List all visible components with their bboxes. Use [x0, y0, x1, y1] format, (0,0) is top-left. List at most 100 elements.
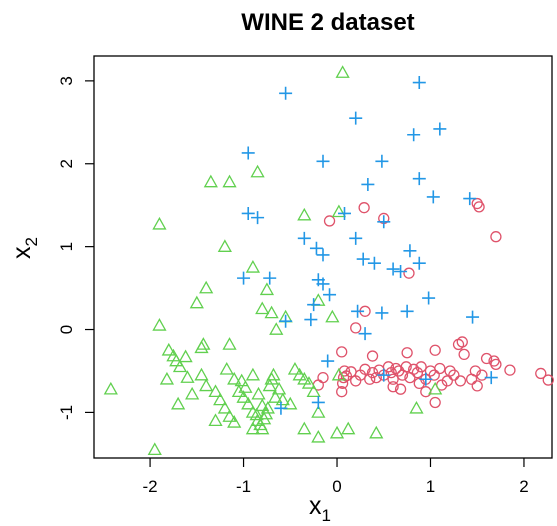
data-point-plus — [419, 372, 433, 386]
data-point-triangle — [260, 400, 275, 414]
data-point-circle — [364, 373, 376, 385]
data-point-triangle — [208, 413, 223, 427]
data-point-triangle — [331, 204, 347, 218]
x-tick-label: 1 — [426, 477, 435, 496]
data-point-plus — [422, 291, 436, 305]
data-point-triangle — [169, 353, 184, 367]
data-point-triangle — [297, 371, 312, 385]
data-point-circle — [441, 375, 453, 387]
data-point-triangle — [196, 337, 211, 350]
data-point-circle — [420, 386, 432, 398]
y-tick-label: -1 — [57, 405, 76, 420]
data-point-plus — [375, 154, 389, 168]
data-point-triangle — [180, 370, 195, 383]
points-layer — [103, 65, 554, 456]
series-triangle — [103, 65, 443, 456]
x-axis: -2 -1 0 1 2 — [143, 458, 529, 496]
data-point-plus — [307, 298, 321, 312]
data-point-circle — [366, 366, 379, 379]
data-point-triangle — [159, 371, 175, 385]
data-point-triangle — [341, 421, 356, 435]
data-point-triangle — [236, 390, 251, 403]
data-point-triangle — [185, 386, 200, 400]
data-point-triangle — [231, 384, 246, 398]
data-point-triangle — [250, 164, 265, 178]
data-point-plus — [274, 401, 288, 415]
y-tick-label: 3 — [57, 76, 76, 85]
data-point-triangle — [325, 309, 340, 323]
data-point-triangle — [259, 282, 275, 296]
y-axis-label-main: x — [8, 246, 36, 259]
data-point-triangle — [311, 429, 326, 443]
data-point-triangle — [287, 361, 303, 375]
data-point-plus — [297, 231, 311, 245]
data-point-triangle — [189, 295, 204, 309]
data-point-plus — [463, 192, 477, 206]
data-point-triangle — [217, 239, 232, 252]
data-point-triangle — [306, 384, 321, 398]
data-point-triangle — [245, 421, 261, 435]
data-point-triangle — [219, 361, 234, 375]
data-point-triangle — [297, 421, 312, 435]
x-tick-label: -1 — [236, 477, 251, 496]
data-point-triangle — [271, 381, 287, 395]
data-point-triangle — [234, 373, 249, 387]
y-axis-label-subscript: 2 — [22, 237, 41, 246]
x-tick-label: 2 — [519, 477, 528, 496]
data-point-plus — [412, 256, 426, 270]
data-point-triangle — [172, 359, 188, 373]
data-point-circle — [424, 365, 437, 377]
data-point-plus — [426, 190, 440, 204]
chart-title: WINE 2 dataset — [241, 9, 414, 36]
data-point-triangle — [238, 380, 253, 393]
data-point-circle — [323, 215, 336, 227]
data-point-circle — [490, 231, 502, 243]
data-point-triangle — [161, 342, 176, 356]
data-point-plus — [316, 248, 330, 262]
data-point-triangle — [171, 396, 186, 410]
data-point-circle — [317, 371, 329, 384]
data-point-triangle — [262, 378, 277, 392]
data-point-triangle — [255, 301, 270, 315]
data-point-triangle — [222, 337, 237, 350]
x-tick-label: -2 — [143, 477, 158, 496]
data-point-circle — [396, 369, 409, 381]
data-point-circle — [434, 362, 446, 375]
x-axis-label-subscript: 1 — [322, 506, 331, 525]
data-point-plus — [263, 271, 277, 285]
data-point-triangle — [103, 381, 118, 395]
data-point-circle — [535, 367, 547, 380]
data-point-plus — [358, 327, 372, 341]
data-point-plus — [279, 86, 293, 100]
data-point-circle — [345, 366, 357, 378]
data-point-circle — [471, 380, 483, 392]
data-point-triangle — [199, 280, 214, 294]
data-point-circle — [456, 336, 468, 348]
x-axis-label: x1 — [309, 492, 331, 525]
y-tick-label: 1 — [57, 242, 76, 251]
data-point-circle — [336, 386, 348, 398]
data-point-circle — [504, 364, 516, 376]
data-point-plus — [316, 277, 330, 291]
data-point-plus — [386, 262, 400, 276]
data-point-triangle — [369, 425, 384, 439]
data-point-triangle — [264, 305, 279, 319]
data-point-plus — [279, 314, 293, 328]
y-tick-label: 2 — [57, 159, 76, 168]
data-point-triangle — [152, 318, 167, 331]
data-point-circle — [366, 350, 379, 362]
data-point-triangle — [222, 409, 237, 422]
data-point-plus — [316, 154, 330, 168]
data-point-circle — [465, 373, 478, 385]
data-point-triangle — [213, 392, 228, 406]
data-point-plus — [356, 252, 370, 266]
data-point-circle — [454, 375, 467, 387]
data-point-triangle — [152, 216, 167, 230]
data-point-circle — [350, 322, 362, 334]
data-point-triangle — [301, 376, 317, 389]
data-point-plus — [321, 354, 335, 368]
series-circle — [312, 197, 554, 409]
data-point-plus — [412, 76, 426, 90]
data-point-triangle — [203, 174, 218, 188]
data-point-triangle — [194, 367, 209, 381]
